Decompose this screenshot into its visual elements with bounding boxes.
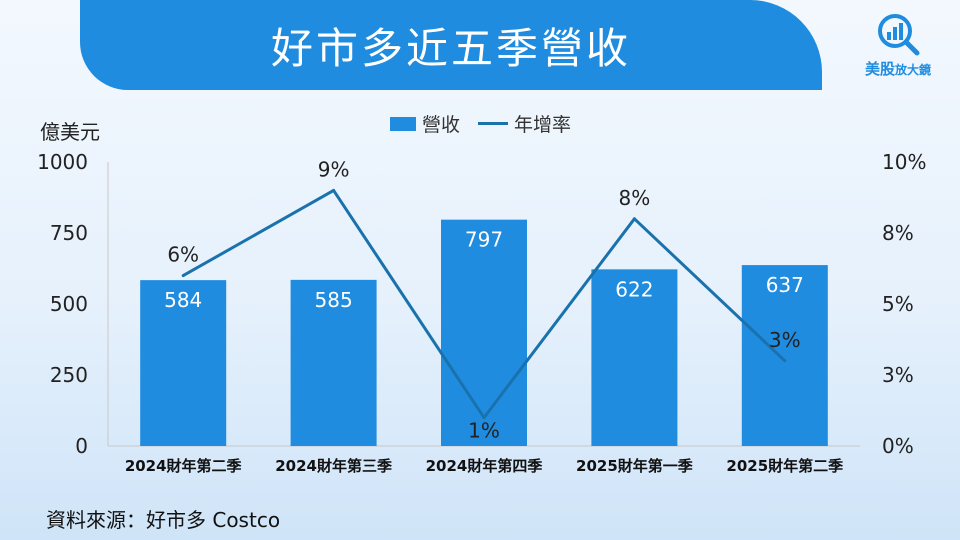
bar	[140, 280, 227, 446]
logo-text: 美股放大鏡	[848, 58, 948, 79]
x-tick-label: 2024財年第二季	[125, 457, 242, 475]
logo-brand: 美股	[864, 60, 895, 78]
logo: 美股放大鏡	[848, 12, 948, 82]
legend-growth-label: 年增率	[514, 114, 572, 136]
y-tick-label: 750	[50, 221, 88, 245]
y-tick-label: 0	[75, 434, 88, 458]
legend-line-swatch	[478, 122, 509, 125]
growth-point	[181, 274, 185, 278]
bar-value-label: 637	[766, 273, 804, 297]
bar	[591, 269, 678, 446]
growth-value-label: 3%	[769, 328, 801, 352]
growth-value-label: 1%	[468, 419, 500, 443]
bar-value-label: 622	[615, 277, 653, 301]
y2-tick-label: 0%	[882, 434, 914, 458]
legend-revenue-label: 營收	[422, 114, 461, 136]
y2-tick-label: 8%	[882, 221, 914, 245]
bar	[741, 265, 828, 446]
chart-title: 好市多近五季營收	[270, 23, 631, 73]
bar-value-label: 585	[315, 288, 353, 312]
bar	[290, 279, 377, 446]
legend-bar-swatch	[390, 116, 416, 131]
x-tick-label: 2024財年第四季	[426, 457, 543, 475]
x-tick-label: 2025財年第一季	[576, 457, 693, 475]
x-tick-label: 2024財年第三季	[275, 457, 392, 475]
y-tick-label: 1000	[37, 150, 88, 174]
bar	[441, 219, 527, 446]
y-axis-label: 億美元	[40, 120, 100, 144]
legend: 營收 年增率	[390, 110, 571, 137]
x-tick-label: 2025財年第二季	[726, 457, 843, 475]
y2-tick-label: 3%	[882, 363, 914, 387]
growth-point	[482, 416, 486, 420]
source-note: 資料來源：好市多 Costco	[46, 508, 281, 532]
y2-tick-label: 10%	[882, 150, 926, 174]
growth-value-label: 6%	[167, 243, 199, 267]
y-tick-label: 250	[50, 363, 88, 387]
growth-point	[632, 217, 636, 221]
growth-point	[332, 188, 336, 192]
bar-value-label: 584	[164, 288, 202, 312]
y2-tick-label: 5%	[882, 292, 914, 316]
growth-point	[783, 359, 787, 363]
logo-sub: 放大鏡	[895, 63, 932, 77]
y-tick-label: 500	[50, 292, 88, 316]
growth-value-label: 9%	[318, 157, 350, 181]
magnifier-chart-icon	[878, 14, 920, 56]
growth-value-label: 8%	[619, 186, 651, 210]
bar-value-label: 797	[465, 228, 503, 252]
title-banner: 好市多近五季營收	[80, 0, 822, 90]
